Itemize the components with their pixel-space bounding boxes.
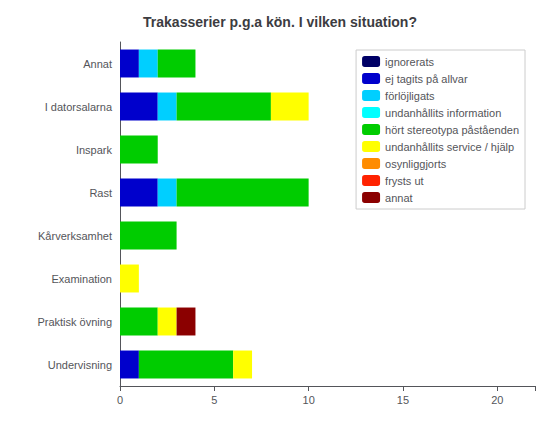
svg-text:undanhållits information: undanhållits information xyxy=(385,107,501,119)
svg-text:Kårverksamhet: Kårverksamhet xyxy=(38,230,112,242)
svg-text:5: 5 xyxy=(211,394,217,406)
svg-text:ignorerats: ignorerats xyxy=(385,56,434,68)
svg-text:I datorsalarna: I datorsalarna xyxy=(45,101,113,113)
svg-text:Praktisk övning: Praktisk övning xyxy=(37,316,112,328)
svg-text:10: 10 xyxy=(303,394,315,406)
svg-text:Rast: Rast xyxy=(89,187,112,199)
svg-text:Undervisning: Undervisning xyxy=(48,359,112,371)
svg-text:Inspark: Inspark xyxy=(76,144,113,156)
svg-text:ej tagits på allvar: ej tagits på allvar xyxy=(385,73,468,85)
svg-text:Examination: Examination xyxy=(51,273,112,285)
svg-text:Trakasserier p.g.a kön. I vilk: Trakasserier p.g.a kön. I vilken situati… xyxy=(143,14,417,30)
svg-text:frysts ut: frysts ut xyxy=(385,175,424,187)
svg-text:osynliggjorts: osynliggjorts xyxy=(385,158,447,170)
svg-text:0: 0 xyxy=(117,394,123,406)
svg-text:20: 20 xyxy=(491,394,503,406)
svg-text:hört stereotypa påståenden: hört stereotypa påståenden xyxy=(385,124,519,136)
svg-text:annat: annat xyxy=(385,192,413,204)
svg-text:undanhållits service / hjälp: undanhållits service / hjälp xyxy=(385,141,514,153)
svg-text:15: 15 xyxy=(397,394,409,406)
svg-text:förlöjligats: förlöjligats xyxy=(385,90,435,102)
svg-text:Annat: Annat xyxy=(83,58,112,70)
